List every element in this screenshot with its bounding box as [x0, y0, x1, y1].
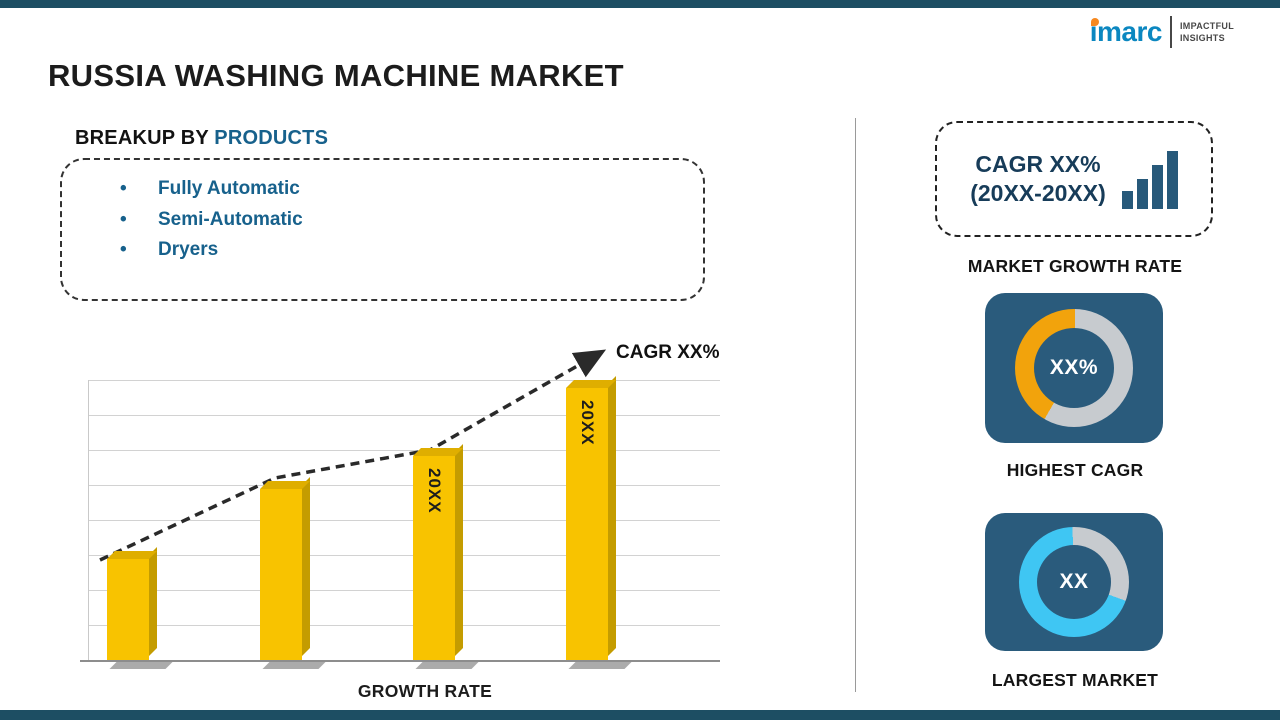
logo-tagline-line1: IMPACTFUL [1179, 20, 1234, 31]
bar-side-face [455, 444, 463, 656]
donut-hole: XX [1037, 545, 1111, 619]
bottom-accent-bar [0, 710, 1280, 720]
product-item-dryers: Dryers [120, 235, 703, 266]
bar [107, 547, 157, 660]
cagr-summary-line2: (20XX-20XX) [970, 180, 1106, 206]
trend-arrow [99, 349, 607, 562]
largest-market-caption: LARGEST MARKET [991, 670, 1159, 690]
bar-top-face [107, 551, 157, 559]
highest-cagr-donut: XX% [1015, 309, 1133, 427]
bar-shadow [568, 662, 632, 669]
imarc-logo: imarc IMPACTFUL INSIGHTS [1090, 16, 1234, 48]
logo-flame-icon [1090, 18, 1099, 26]
logo-wordmark: imarc [1089, 16, 1163, 47]
bar-side-face [302, 477, 310, 656]
bar: 20XX [566, 376, 616, 660]
bar-label: 20XX [425, 468, 444, 514]
products-box: Fully Automatic Semi-Automatic Dryers [60, 158, 705, 301]
logo-tagline-line2: INSIGHTS [1179, 33, 1225, 43]
vertical-divider [855, 118, 856, 692]
chart-x-axis [80, 660, 720, 662]
bar-label: 20XX [578, 400, 597, 446]
bar-side-face [149, 547, 157, 656]
highest-cagr-value: XX% [1049, 356, 1099, 379]
bar-shadow [109, 662, 173, 669]
cagr-summary-text: CAGR XX% (20XX-20XX) [970, 150, 1106, 208]
largest-market-card: XX [985, 513, 1163, 651]
market-growth-rate-caption: MARKET GROWTH RATE [967, 256, 1183, 276]
products-list: Fully Automatic Semi-Automatic Dryers [120, 174, 703, 266]
chart-x-axis-label: GROWTH RATE [357, 681, 493, 701]
donut-hole: XX% [1034, 328, 1114, 408]
breakup-heading-highlight: PRODUCTS [214, 127, 329, 149]
breakup-heading: BREAKUP BY PRODUCTS [75, 127, 328, 150]
bar: 20XX [413, 444, 463, 660]
chart-cagr-annotation: CAGR XX% [616, 342, 720, 363]
bar-shadow [262, 662, 326, 669]
largest-market-donut: XX [1019, 527, 1129, 637]
breakup-heading-prefix: BREAKUP BY [75, 127, 209, 149]
bar-top-face [566, 380, 616, 388]
bar [260, 477, 310, 660]
bar-top-face [260, 481, 310, 489]
bar-chart-icon [1121, 149, 1178, 209]
bar-top-face [413, 448, 463, 456]
highest-cagr-caption: HIGHEST CAGR [1006, 460, 1144, 480]
highest-cagr-card: XX% [985, 293, 1163, 443]
bar-chart: 20XX 20XX [60, 335, 720, 670]
page-title: RUSSIA WASHING MACHINE MARKET [48, 58, 624, 93]
top-accent-bar [0, 0, 1280, 8]
bar-side-face [608, 376, 616, 656]
logo-brand-text: imarc [1089, 16, 1163, 47]
product-item-semi-automatic: Semi-Automatic [120, 205, 703, 236]
logo-separator [1169, 16, 1172, 48]
bar-shadow [415, 662, 479, 669]
logo-tagline: IMPACTFUL INSIGHTS [1180, 20, 1234, 44]
product-item-fully-automatic: Fully Automatic [120, 174, 703, 205]
chart-y-axis [88, 380, 89, 661]
largest-market-value: XX [1059, 570, 1089, 593]
cagr-summary-box: CAGR XX% (20XX-20XX) [935, 121, 1213, 237]
cagr-summary-line1: CAGR XX% [975, 151, 1101, 178]
